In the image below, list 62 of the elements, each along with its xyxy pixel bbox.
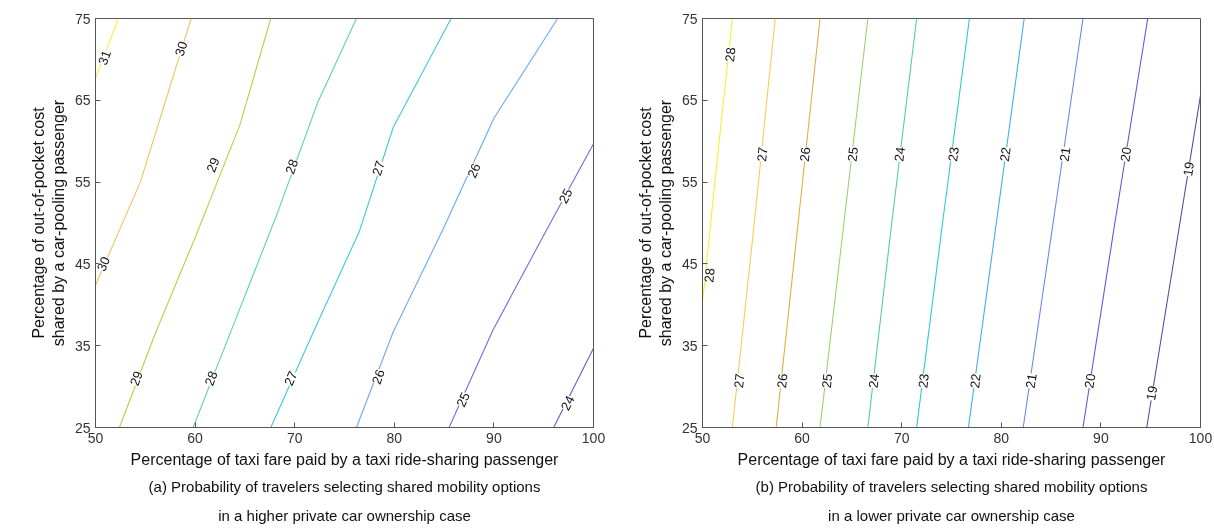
y-tick-label: 45 xyxy=(74,255,91,272)
annotation: 26 xyxy=(773,372,791,389)
annotation: 22 xyxy=(967,372,984,390)
annotation: 26 xyxy=(464,160,484,181)
x-tick-label: 80 xyxy=(386,429,403,446)
annotation: 27 xyxy=(731,372,748,389)
y-tick-label: 55 xyxy=(74,174,91,191)
x-tick-label: 80 xyxy=(993,429,1010,446)
text: in a lower private car ownership case xyxy=(828,506,1075,524)
y-tick-label: 35 xyxy=(74,337,91,354)
annotation: 31 xyxy=(94,48,115,68)
annotation: 28 xyxy=(282,157,302,176)
annotation: 26 xyxy=(368,367,388,387)
x-tick-label: 70 xyxy=(893,429,910,446)
x-tick-label: 60 xyxy=(187,429,204,446)
annotation: 19 xyxy=(1143,384,1161,402)
x-axis-title: Percentage of taxi fare paid by a taxi ride-sharing passenger xyxy=(130,450,560,468)
text: (a) Probability of travelers selecting shared mobility options xyxy=(148,477,541,495)
y-tick-label: 35 xyxy=(681,337,698,354)
y-tick-label: 55 xyxy=(681,174,698,191)
annotation: 23 xyxy=(915,372,932,389)
annotation: 27 xyxy=(280,368,301,389)
x-tick-label: 90 xyxy=(1093,429,1109,446)
x-tick-label: 100 xyxy=(581,429,606,446)
annotation: 30 xyxy=(93,254,114,274)
annotation: 19 xyxy=(1180,160,1198,178)
x-tick-label: 70 xyxy=(286,429,303,446)
annotation: 28 xyxy=(201,368,221,388)
y-tick-label: 65 xyxy=(74,92,91,109)
annotation: 29 xyxy=(203,155,223,175)
annotation: 21 xyxy=(1056,146,1074,163)
annotation: 24 xyxy=(865,372,883,389)
annotation: 27 xyxy=(754,146,771,163)
annotation: 27 xyxy=(369,159,388,178)
annotation: 20 xyxy=(1117,145,1135,163)
x-tick-label: 90 xyxy=(486,429,502,446)
annotation: 29 xyxy=(126,369,146,388)
annotation: 20 xyxy=(1081,372,1099,390)
annotation: 21 xyxy=(1022,372,1040,390)
annotation: 25 xyxy=(818,372,836,389)
y-tick-label: 65 xyxy=(681,92,698,109)
annotation: 30 xyxy=(171,39,191,58)
annotation: 24 xyxy=(557,393,578,413)
text: in a higher private car ownership case xyxy=(218,506,471,524)
y-axis-title: Percentage of out-of-pocket cost shared by a car-pooling passenger xyxy=(636,99,674,347)
annotation: 26 xyxy=(796,146,814,163)
y-tick-label: 75 xyxy=(681,10,698,27)
annotation: 25 xyxy=(453,390,473,410)
y-axis-title: Percentage of out-of-pocket cost shared by a car-pooling passenger xyxy=(29,99,67,347)
y-tick-label: 45 xyxy=(681,255,698,272)
annotation: 25 xyxy=(844,146,862,163)
annotation: 25 xyxy=(555,186,576,206)
x-tick-label: 100 xyxy=(1188,429,1213,446)
x-tick-label: 60 xyxy=(794,429,811,446)
text: (b) Probability of travelers selecting shared mobility options xyxy=(755,477,1148,495)
x-axis-title: Percentage of taxi fare paid by a taxi ride-sharing passenger xyxy=(737,450,1167,468)
annotation: 24 xyxy=(891,146,909,163)
annotation: 23 xyxy=(945,146,962,163)
annotation: 28 xyxy=(701,267,718,284)
annotation: 28 xyxy=(722,46,739,63)
annotation: 22 xyxy=(996,146,1014,163)
y-tick-label: 75 xyxy=(74,10,91,27)
